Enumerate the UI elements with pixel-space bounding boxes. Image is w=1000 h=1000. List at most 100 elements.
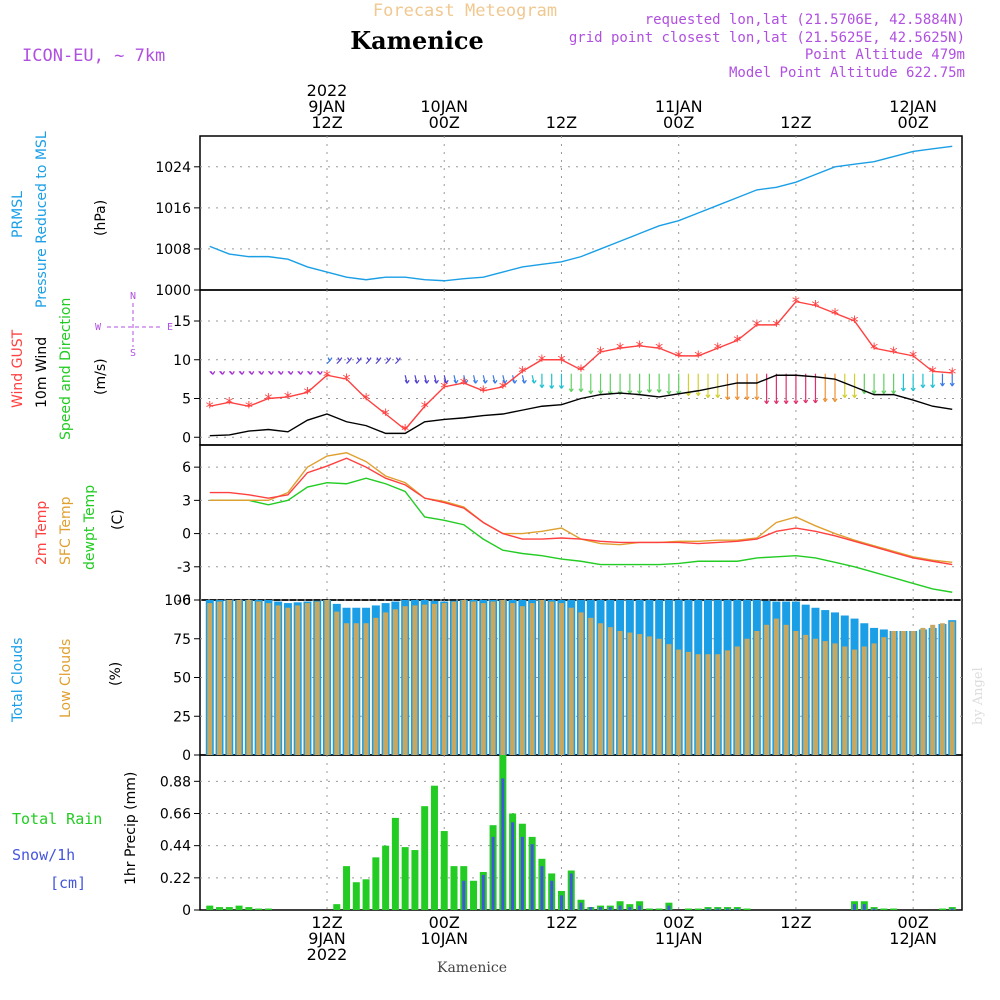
wind-arrow-head xyxy=(212,371,216,375)
footer-location: Kamenice xyxy=(437,960,507,976)
y-tick-label: 100 xyxy=(164,593,191,609)
rain-bar xyxy=(411,850,419,910)
snow-label: Snow/1h xyxy=(12,846,75,864)
model-name: ICON-EU, ~ 7km xyxy=(22,46,165,66)
top-time-label: 10JAN xyxy=(420,97,468,116)
wind-gust-line-point: * xyxy=(753,316,761,335)
bottom-time-label: 12Z xyxy=(780,913,811,932)
snow-bar xyxy=(491,836,495,910)
wind-arrow-head xyxy=(805,399,809,404)
snow-bar xyxy=(667,905,671,910)
low-cloud-bar xyxy=(500,600,506,755)
wind-arrow-head xyxy=(648,389,652,393)
wind-arrow-head xyxy=(824,398,828,403)
snow-bar xyxy=(735,908,739,910)
wind-gust-line-point: * xyxy=(870,339,878,358)
low-cloud-bar xyxy=(900,631,906,755)
wind-gust-line-point: * xyxy=(792,293,800,312)
wind-arrow-head xyxy=(775,400,779,405)
rain-bar xyxy=(401,847,409,910)
top-time-label: 11JAN xyxy=(655,97,703,116)
wind-gust-line-point: * xyxy=(636,337,644,356)
low-cloud-bar xyxy=(910,631,916,755)
low-cloud-bar xyxy=(930,624,936,755)
wind-arrow-head xyxy=(844,394,848,399)
low-cloud-bar xyxy=(539,600,545,755)
sfc-temp-line xyxy=(209,452,953,564)
rain-bar xyxy=(694,908,702,910)
wind-gust-line-point: * xyxy=(284,388,292,407)
low-cloud-bar xyxy=(324,600,330,755)
wind-arrow-head xyxy=(358,357,362,361)
wind-gust-label: Wind GUST xyxy=(10,329,26,408)
low-cloud-bar xyxy=(705,654,711,755)
bottom-time-label: 9JAN xyxy=(308,929,346,948)
wind-arrow-head xyxy=(533,379,537,384)
bottom-time-label: 2022 xyxy=(307,945,348,964)
rain-bar xyxy=(333,904,341,910)
low-cloud-bar xyxy=(285,607,291,755)
low-cloud-bar xyxy=(627,632,633,755)
wind-gust-line xyxy=(209,300,953,431)
low-cloud-bar xyxy=(412,605,418,755)
low-cloud-bar xyxy=(256,601,262,755)
rain-bar xyxy=(645,908,653,910)
bottom-time-label: 11JAN xyxy=(655,929,703,948)
wind-arrow-head xyxy=(766,400,770,405)
wind-unit: (m/s) xyxy=(93,358,109,395)
rain-label: Total Rain xyxy=(12,810,102,828)
low-cloud-bar xyxy=(666,644,672,755)
wind-gust-line-point: * xyxy=(890,343,898,362)
rain-bar xyxy=(626,904,634,910)
clouds-unit: (%) xyxy=(108,662,124,686)
low-cloud-bar xyxy=(402,606,408,755)
wind-arrow-head xyxy=(241,371,245,375)
wind-gust-line-point: * xyxy=(323,366,331,385)
y-tick-label: 1024 xyxy=(155,160,191,176)
wind-gust-line-point: * xyxy=(538,351,546,370)
low-cloud-bar xyxy=(695,654,701,755)
compass-s: S xyxy=(130,348,136,359)
snow-bar xyxy=(579,902,583,910)
snow-bar xyxy=(462,880,466,910)
y-tick-label: 1016 xyxy=(155,201,191,217)
wind-arrow-head xyxy=(697,392,701,397)
snow-bar xyxy=(872,908,876,910)
low-cloud-bar xyxy=(744,638,750,755)
low-cloud-bar xyxy=(373,617,379,755)
wind-arrow-head xyxy=(590,390,594,395)
rain-bar xyxy=(372,857,380,910)
snow-bar xyxy=(618,905,622,910)
low-cloud-bar xyxy=(656,638,662,755)
wind-arrow-head xyxy=(639,390,643,395)
wind-arrow-head xyxy=(854,394,858,399)
wind-arrow-head xyxy=(902,387,906,392)
low-clouds-label: Low Clouds xyxy=(58,639,74,718)
y-tick-label: 15 xyxy=(173,314,191,330)
rain-bar xyxy=(343,866,351,910)
bottom-time-label: 12Z xyxy=(311,913,342,932)
wind-gust-line-point: * xyxy=(694,347,702,366)
wind-arrow-head xyxy=(658,389,662,393)
wind-gust-line-point: * xyxy=(499,378,507,397)
top-time-label: 2022 xyxy=(307,81,348,100)
wind-arrow-head xyxy=(717,394,721,399)
rain-bar xyxy=(890,908,898,910)
snow-bar xyxy=(559,895,563,910)
y-tick-label: 25 xyxy=(173,709,191,725)
low-cloud-bar xyxy=(842,646,848,755)
low-cloud-bar xyxy=(676,649,682,755)
compass-n: N xyxy=(130,291,136,302)
wind-arrow-head xyxy=(523,379,527,384)
temp-unit: (C) xyxy=(110,509,126,530)
wind-gust-line-point: * xyxy=(440,378,448,397)
snow-bar xyxy=(638,905,642,910)
bottom-time-label: 10JAN xyxy=(420,929,468,948)
y-tick-label: 3 xyxy=(182,493,191,509)
wind-arrow-head xyxy=(494,379,498,384)
top-time-label: 00Z xyxy=(429,113,460,132)
forecast-title: Forecast Meteogram xyxy=(373,1,557,21)
snow-bar xyxy=(511,822,515,910)
wind-arrow-head xyxy=(426,379,430,384)
wind-gust-line-point: * xyxy=(557,351,565,370)
